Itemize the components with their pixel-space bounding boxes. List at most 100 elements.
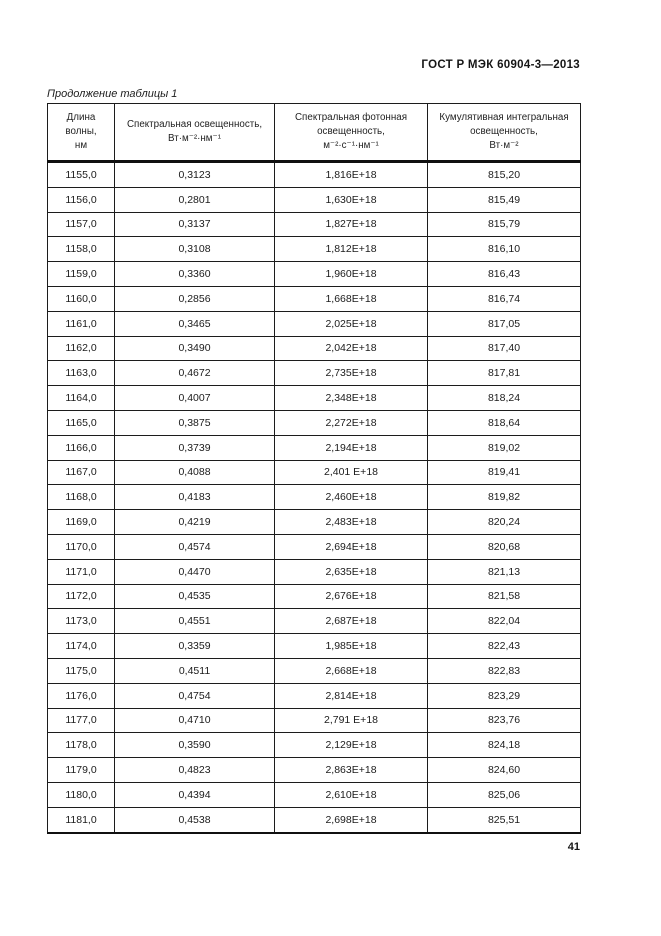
table-cell: 821,13	[427, 558, 581, 585]
table-cell: 1181,0	[47, 806, 115, 834]
table-cell: 824,60	[427, 757, 581, 783]
table-cell: 825,06	[427, 781, 581, 808]
table-row: 1165,0 0,3875 2,272E+18 818,64	[47, 409, 581, 436]
table-cell: 0,3739	[114, 434, 275, 461]
table-cell: 1180,0	[47, 781, 115, 808]
table-cell: 822,43	[427, 633, 581, 659]
table-cell: 823,29	[427, 682, 581, 709]
table-cell: 2,483E+18	[274, 509, 428, 535]
table-cell: 0,3875	[114, 409, 275, 436]
table-row: 1175,0 0,4511 2,668E+18 822,83	[47, 657, 581, 684]
table-cell: 1,816E+18	[274, 161, 428, 188]
table-cell: 822,04	[427, 608, 581, 635]
table-cell: 1166,0	[47, 434, 115, 461]
table-caption: Продолжение таблицы 1	[47, 88, 178, 100]
table-cell: 0,4394	[114, 781, 275, 808]
table-row: 1171,0 0,4470 2,635E+18 821,13	[47, 558, 581, 585]
table-row: 1173,0 0,4551 2,687E+18 822,04	[47, 608, 581, 635]
table-cell: 820,24	[427, 509, 581, 535]
table-row: 1181,0 0,4538 2,698E+18 825,51	[47, 806, 581, 834]
table-row: 1179,0 0,4823 2,863E+18 824,60	[47, 757, 581, 783]
table-cell: 2,687E+18	[274, 608, 428, 635]
table-row: 1167,0 0,4088 2,401 E+18 819,41	[47, 459, 581, 486]
table-cell: 816,74	[427, 285, 581, 312]
header-line: м⁻²·с⁻¹·нм⁻¹	[323, 139, 379, 151]
table-cell: 818,24	[427, 385, 581, 411]
col-header-photon-irradiance: Спектральная фотонная освещенность, м⁻²·…	[274, 103, 428, 163]
table-cell: 1171,0	[47, 558, 115, 585]
table-cell: 0,4535	[114, 583, 275, 610]
table-cell: 2,025E+18	[274, 310, 428, 337]
table-cell: 0,2856	[114, 285, 275, 312]
table-cell: 1157,0	[47, 211, 115, 238]
table-cell: 0,3108	[114, 236, 275, 263]
table-cell: 2,814E+18	[274, 682, 428, 709]
header-line: Вт·м⁻²·нм⁻¹	[168, 133, 221, 144]
table-body: 1155,0 0,3123 1,816E+18 815,20 1156,0 0,2801 1…	[47, 161, 581, 834]
table-cell: 2,635E+18	[274, 558, 428, 585]
table-cell: 1160,0	[47, 285, 115, 312]
table-cell: 1167,0	[47, 459, 115, 486]
table-row: 1176,0 0,4754 2,814E+18 823,29	[47, 682, 581, 709]
header-line: волны,	[65, 126, 97, 138]
table-cell: 2,401 E+18	[274, 459, 428, 486]
table-cell: 2,610E+18	[274, 781, 428, 808]
table-cell: 0,4183	[114, 484, 275, 511]
header-line: Вт·м⁻²	[489, 139, 519, 151]
table-cell: 1,960E+18	[274, 261, 428, 287]
table-cell: 2,791 E+18	[274, 707, 428, 734]
header-line: нм	[74, 139, 88, 151]
table-cell: 1161,0	[47, 310, 115, 337]
table-cell: 819,02	[427, 434, 581, 461]
table-cell: 819,41	[427, 459, 581, 486]
table-cell: 822,83	[427, 657, 581, 684]
table-cell: 1178,0	[47, 732, 115, 759]
col-header-spectral-irradiance: Спектральная освещенность, Вт·м⁻²·нм⁻¹	[114, 103, 275, 163]
table-cell: 1163,0	[47, 360, 115, 387]
table-cell: 1170,0	[47, 533, 115, 560]
table-row: 1180,0 0,4394 2,610E+18 825,06	[47, 781, 581, 808]
table-cell: 815,20	[427, 161, 581, 188]
table-cell: 0,4470	[114, 558, 275, 585]
table-cell: 1156,0	[47, 186, 115, 213]
table-row: 1170,0 0,4574 2,694E+18 820,68	[47, 533, 581, 560]
table-cell: 0,3137	[114, 211, 275, 238]
table-header: Длина волны, нм Спектральная освещенност…	[47, 103, 581, 163]
table-row: 1159,0 0,3360 1,960E+18 816,43	[47, 261, 581, 287]
table-cell: 817,05	[427, 310, 581, 337]
table-cell: 2,348E+18	[274, 385, 428, 411]
table-row: 1157,0 0,3137 1,827E+18 815,79	[47, 211, 581, 238]
table-cell: 1,985E+18	[274, 633, 428, 659]
table-cell: 2,129E+18	[274, 732, 428, 759]
table-cell: 1179,0	[47, 757, 115, 783]
table-row: 1162,0 0,3490 2,042E+18 817,40	[47, 335, 581, 362]
table-cell: 1164,0	[47, 385, 115, 411]
header-line: Спектральная фотонная	[294, 112, 407, 124]
table-row: 1158,0 0,3108 1,812E+18 816,10	[47, 236, 581, 263]
table-cell: 0,4710	[114, 707, 275, 734]
table-cell: 0,3465	[114, 310, 275, 337]
irradiance-table: Длина волны, нм Спектральная освещенност…	[47, 103, 581, 834]
table-cell: 1176,0	[47, 682, 115, 709]
table-cell: 821,58	[427, 583, 581, 610]
table-cell: 1159,0	[47, 261, 115, 287]
table-cell: 0,4538	[114, 806, 275, 834]
table-row: 1161,0 0,3465 2,025E+18 817,05	[47, 310, 581, 337]
table-cell: 2,863E+18	[274, 757, 428, 783]
header-line: освещенность,	[470, 126, 538, 138]
table-cell: 0,3490	[114, 335, 275, 362]
table-cell: 2,194E+18	[274, 434, 428, 461]
table-cell: 2,698E+18	[274, 806, 428, 834]
table-cell: 0,4088	[114, 459, 275, 486]
table-cell: 1177,0	[47, 707, 115, 734]
table-cell: 1174,0	[47, 633, 115, 659]
table-row: 1160,0 0,2856 1,668E+18 816,74	[47, 285, 581, 312]
table-cell: 0,3359	[114, 633, 275, 659]
table-cell: 0,4574	[114, 533, 275, 560]
table-cell: 0,4551	[114, 608, 275, 635]
table-cell: 2,460E+18	[274, 484, 428, 511]
table-cell: 0,4007	[114, 385, 275, 411]
table-cell: 818,64	[427, 409, 581, 436]
header-line: Длина	[66, 112, 96, 124]
